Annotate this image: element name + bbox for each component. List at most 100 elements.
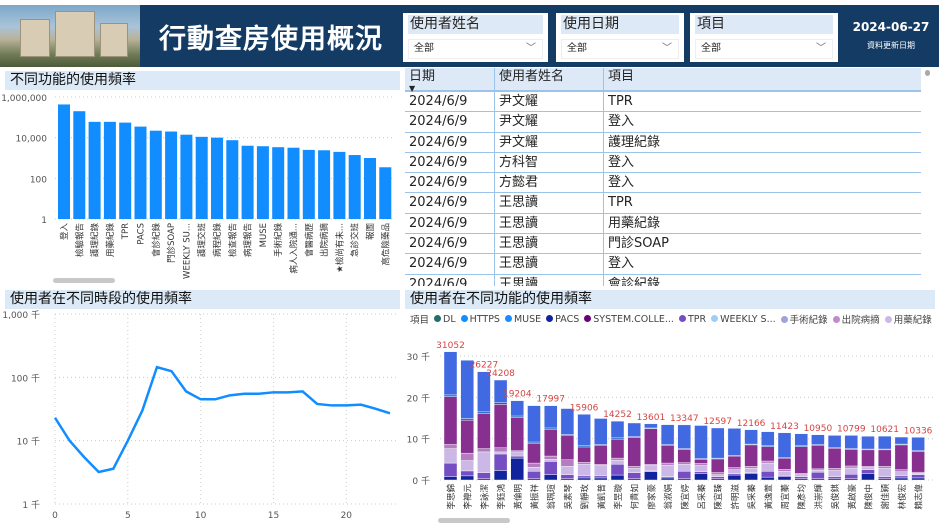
bar-segment (510, 415, 525, 418)
bar-segment (627, 437, 641, 467)
bar (302, 149, 315, 219)
x-tick-label: 廖家豪 (646, 484, 657, 510)
x-tick-label: 10 (195, 511, 207, 521)
table-cell: 2024/6/9 (405, 132, 495, 152)
bar-segment (894, 471, 909, 477)
column-header-user[interactable]: 使用者姓名 (495, 68, 604, 90)
legend-item[interactable]: SYSTEM.COLLE... (584, 314, 674, 325)
bar-segment (644, 423, 658, 429)
bar-segment (777, 471, 792, 476)
item-dropdown[interactable]: 全部 ﹀ (695, 39, 833, 59)
column-header-item[interactable]: 項目 (608, 69, 635, 84)
legend-label: HTTPS (469, 313, 500, 325)
table-cell: 2024/6/9 (405, 274, 495, 286)
table-row[interactable]: 2024/6/9 王思讀 TPR (405, 193, 921, 214)
bar-segment (761, 460, 775, 464)
bar-segment (493, 470, 508, 481)
bar-segment (777, 469, 792, 472)
bar-segment (510, 455, 525, 459)
x-tick-label: TPR (121, 223, 131, 240)
table-cell: 門診SOAP (608, 236, 669, 252)
table-row[interactable]: 2024/6/9 方科智 登入 (405, 152, 921, 174)
bar-segment (560, 474, 575, 479)
bar-segment (878, 449, 892, 467)
legend-item[interactable]: TPR (678, 314, 706, 325)
table-scrollbar[interactable] (925, 70, 930, 76)
bar-segment (443, 394, 458, 397)
legend-dot-icon (884, 316, 892, 323)
user-name-dropdown[interactable]: 全部 ﹀ (408, 39, 543, 59)
table-row[interactable]: 2024/6/9 王思讀 登入 (405, 254, 921, 275)
bar (348, 155, 361, 219)
bar-segment (878, 435, 892, 450)
table-cell: 2024/6/9 (405, 152, 495, 173)
bar-segment (761, 431, 775, 446)
bar-segment (577, 475, 591, 479)
x-tick-label: 黃倫明 (513, 484, 524, 510)
bar (165, 131, 178, 219)
legend-item[interactable]: 用藥紀錄 (884, 312, 932, 326)
slicer-item: 項目 全部 ﹀ (690, 13, 838, 62)
x-tick-label: 病理報告 (243, 223, 254, 257)
data-label: 11423 (770, 422, 799, 432)
bar-segment (894, 436, 909, 445)
bar-segment (911, 477, 925, 481)
table-row[interactable]: 2024/6/9 尹文耀 護理紀錄 (405, 132, 921, 153)
bar-segment (443, 462, 458, 477)
page-title: 行動查房使用概況 (159, 23, 383, 55)
legend-item[interactable]: DL (434, 314, 456, 325)
bar-segment (861, 436, 875, 450)
bar-segment (543, 461, 558, 475)
bar-segment (543, 455, 558, 460)
bar-segment (610, 438, 625, 459)
bar-segment (777, 457, 792, 470)
bar-segment (543, 459, 558, 462)
bar-segment (510, 451, 525, 457)
column-header-date[interactable]: 日期 ▼ (405, 68, 495, 93)
legend-item[interactable]: MUSE (504, 314, 541, 325)
date-dropdown[interactable]: 全部 ﹀ (561, 39, 679, 59)
bar-segment (844, 467, 858, 475)
table-row[interactable]: 2024/6/9 方懿君 登入 (405, 173, 921, 194)
y-tick-label: 20 千 (407, 393, 430, 404)
bar-segment (694, 473, 708, 481)
hourly-frequency-chart: 1 千 10 千 100 千 1,000 千 0 5 10 15 20 (2, 310, 398, 521)
legend-item[interactable]: PACS (546, 314, 579, 325)
bar-segment (577, 414, 591, 446)
legend-item[interactable]: WEEKLY S... (711, 314, 776, 325)
legend-label: DL (443, 313, 456, 325)
legend-item[interactable]: HTTPS (460, 313, 500, 325)
bar-segment (811, 445, 825, 470)
x-tick-label: 黃逸萱 (763, 484, 774, 510)
bar-segment (861, 449, 875, 467)
legend-dot-icon (584, 314, 592, 322)
bar-segment (727, 469, 742, 475)
x-tick-label: 護理交班 (197, 223, 208, 258)
bar-segment (594, 475, 608, 479)
horizontal-scrollbar (53, 278, 115, 283)
table-cell: 王思讀 (495, 193, 604, 213)
y-tick-label: 100 (30, 175, 47, 185)
bar-segment (594, 418, 608, 445)
legend-dot-icon (546, 314, 554, 322)
data-label: 17997 (536, 395, 565, 405)
function-frequency-chart: 1 100 10,000 1,000,000 登入 檢驗報告 護理紀錄 用藥紀錄 TPR PACS… (1, 94, 395, 283)
bar-segment (844, 465, 858, 469)
legend-dot-icon (780, 316, 788, 323)
slicer-user-name: 使用者姓名 全部 ﹀ (403, 13, 548, 62)
table-row[interactable]: 2024/6/9 尹文耀 登入 (405, 112, 921, 133)
table-cell: 王思讀 (495, 234, 604, 254)
table-row[interactable]: 2024/6/9 尹文耀 TPR (405, 92, 921, 113)
x-tick-label: 李鈺鴻 (496, 484, 507, 510)
legend-item[interactable]: 手術紀錄 (780, 312, 828, 326)
bar-segment (744, 473, 758, 481)
bar-segment (744, 429, 758, 445)
bar-segment (727, 455, 742, 468)
table-row[interactable]: 2024/6/9 王思讀 會診紀錄 (405, 274, 921, 286)
table-row[interactable]: 2024/6/9 王思讀 門診SOAP (405, 234, 921, 255)
legend-item[interactable]: 出院病摘 (832, 312, 880, 326)
table-row[interactable]: 2024/6/9 王思讀 用藥紀錄 (405, 213, 921, 235)
bar-segment (493, 451, 508, 455)
x-tick-label: MUSE (259, 223, 269, 247)
x-tick-label: 門診SOAP (166, 223, 177, 263)
